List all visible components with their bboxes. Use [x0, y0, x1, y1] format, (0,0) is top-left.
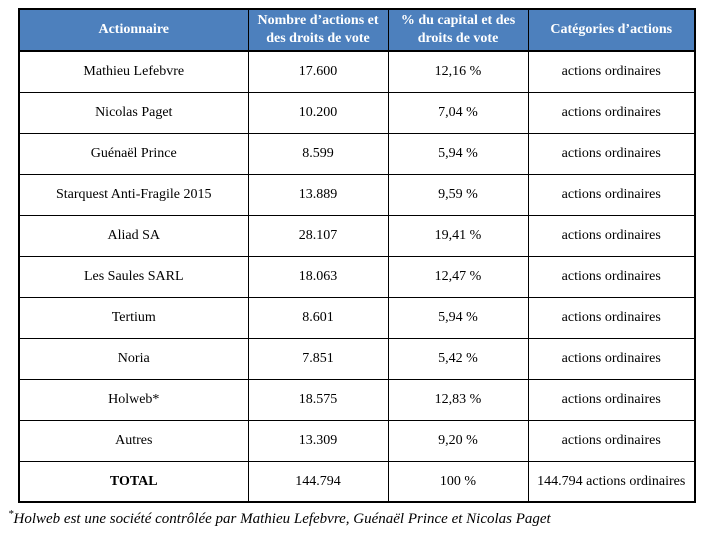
cell-percent: 19,41 %	[387, 214, 529, 257]
cell-actionnaire: Aliad SA	[18, 214, 249, 257]
cell-actionnaire: Starquest Anti-Fragile 2015	[18, 173, 249, 216]
cell-category: actions ordinaires	[527, 255, 696, 298]
cell-actionnaire: Noria	[18, 337, 249, 380]
cell-shares: 18.575	[247, 378, 389, 421]
cell-shares: 7.851	[247, 337, 389, 380]
footnote-text: Holweb est une société contrôlée par Mat…	[13, 511, 551, 528]
header-pct-capital: % du capital et des droits de vote	[387, 8, 529, 53]
cell-actionnaire: Mathieu Lefebvre	[18, 50, 249, 93]
cell-actionnaire: Autres	[18, 419, 249, 462]
table-row: Les Saules SARL 18.063 12,47 % actions o…	[18, 255, 696, 298]
table-row: Aliad SA 28.107 19,41 % actions ordinair…	[18, 214, 696, 257]
cell-actionnaire: Nicolas Paget	[18, 91, 249, 134]
table-row: Holweb* 18.575 12,83 % actions ordinaire…	[18, 378, 696, 421]
cell-shares: 28.107	[247, 214, 389, 257]
cell-category: actions ordinaires	[527, 173, 696, 216]
cell-shares: 18.063	[247, 255, 389, 298]
table-row: Autres 13.309 9,20 % actions ordinaires	[18, 419, 696, 462]
cell-percent: 9,20 %	[387, 419, 529, 462]
header-categories: Catégories d’actions	[527, 8, 696, 53]
cell-category: actions ordinaires	[527, 378, 696, 421]
cell-shares: 13.309	[247, 419, 389, 462]
cell-category: actions ordinaires	[527, 91, 696, 134]
cell-category: 144.794 actions ordinaires	[527, 460, 696, 503]
cell-actionnaire: TOTAL	[18, 460, 249, 503]
table-row: Starquest Anti-Fragile 2015 13.889 9,59 …	[18, 173, 696, 216]
table-row: Guénaël Prince 8.599 5,94 % actions ordi…	[18, 132, 696, 175]
table-row: TOTAL 144.794 100 % 144.794 actions ordi…	[18, 460, 696, 503]
cell-percent: 12,83 %	[387, 378, 529, 421]
cell-category: actions ordinaires	[527, 132, 696, 175]
cell-category: actions ordinaires	[527, 214, 696, 257]
cell-shares: 13.889	[247, 173, 389, 216]
table-body: Mathieu Lefebvre 17.600 12,16 % actions …	[18, 50, 696, 503]
cell-percent: 7,04 %	[387, 91, 529, 134]
table-row: Tertium 8.601 5,94 % actions ordinaires	[18, 296, 696, 339]
cell-category: actions ordinaires	[527, 337, 696, 380]
table-header: Actionnaire Nombre d’actions et des droi…	[18, 8, 696, 53]
cell-category: actions ordinaires	[527, 419, 696, 462]
cell-shares: 17.600	[247, 50, 389, 93]
cell-percent: 5,42 %	[387, 337, 529, 380]
document-page: Actionnaire Nombre d’actions et des droi…	[8, 8, 706, 528]
header-actionnaire: Actionnaire	[18, 8, 249, 53]
cell-percent: 12,16 %	[387, 50, 529, 93]
cell-shares: 10.200	[247, 91, 389, 134]
table-row: Noria 7.851 5,42 % actions ordinaires	[18, 337, 696, 380]
table-row: Nicolas Paget 10.200 7,04 % actions ordi…	[18, 91, 696, 134]
cell-category: actions ordinaires	[527, 50, 696, 93]
footnote: *Holweb est une société contrôlée par Ma…	[8, 508, 706, 528]
header-row: Actionnaire Nombre d’actions et des droi…	[18, 8, 696, 53]
header-nombre-actions: Nombre d’actions et des droits de vote	[247, 8, 389, 53]
cell-percent: 12,47 %	[387, 255, 529, 298]
cell-percent: 100 %	[387, 460, 529, 503]
cell-category: actions ordinaires	[527, 296, 696, 339]
cell-percent: 5,94 %	[387, 132, 529, 175]
cell-actionnaire: Les Saules SARL	[18, 255, 249, 298]
shareholders-table: Actionnaire Nombre d’actions et des droi…	[18, 8, 696, 504]
cell-shares: 144.794	[247, 460, 389, 503]
cell-actionnaire: Holweb*	[18, 378, 249, 421]
cell-actionnaire: Guénaël Prince	[18, 132, 249, 175]
cell-shares: 8.599	[247, 132, 389, 175]
cell-percent: 5,94 %	[387, 296, 529, 339]
cell-actionnaire: Tertium	[18, 296, 249, 339]
table-row: Mathieu Lefebvre 17.600 12,16 % actions …	[18, 50, 696, 93]
cell-shares: 8.601	[247, 296, 389, 339]
footnote-marker: *	[8, 508, 14, 521]
cell-percent: 9,59 %	[387, 173, 529, 216]
